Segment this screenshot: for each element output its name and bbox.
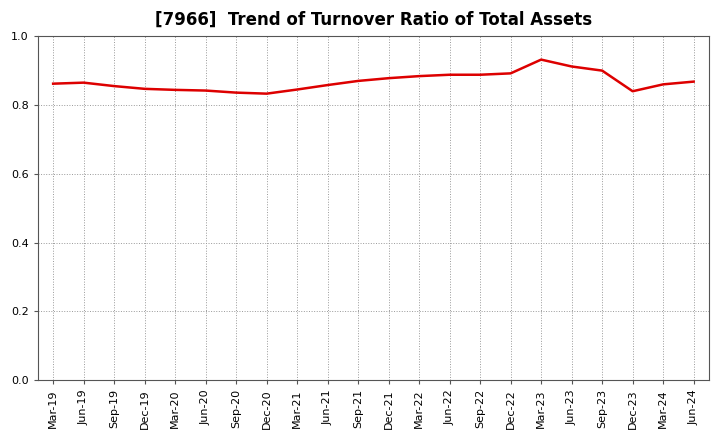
Title: [7966]  Trend of Turnover Ratio of Total Assets: [7966] Trend of Turnover Ratio of Total … xyxy=(155,11,592,29)
